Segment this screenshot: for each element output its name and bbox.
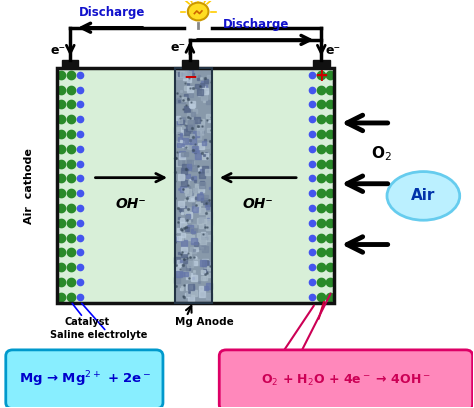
Text: Discharge: Discharge xyxy=(222,18,289,31)
Text: Air: Air xyxy=(411,188,436,204)
Text: +: + xyxy=(314,67,328,84)
Text: e⁻: e⁻ xyxy=(51,44,66,57)
Text: O$_2$ + H$_2$O + 4e$^-$ → 4OH$^-$: O$_2$ + H$_2$O + 4e$^-$ → 4OH$^-$ xyxy=(261,373,431,388)
Text: Discharge: Discharge xyxy=(79,6,146,19)
Text: O$_2$: O$_2$ xyxy=(371,144,392,163)
Text: e⁻: e⁻ xyxy=(171,42,186,55)
Bar xyxy=(57,68,334,303)
Text: OH⁻: OH⁻ xyxy=(243,197,273,211)
Bar xyxy=(62,60,79,68)
Text: Air  cathode: Air cathode xyxy=(24,148,34,224)
FancyBboxPatch shape xyxy=(219,350,473,408)
Circle shape xyxy=(188,2,209,20)
Bar xyxy=(175,68,212,303)
Text: Saline electrolyte: Saline electrolyte xyxy=(50,330,148,339)
Text: −: − xyxy=(183,67,197,84)
Text: Catalyst: Catalyst xyxy=(64,317,109,328)
Ellipse shape xyxy=(387,172,460,220)
Bar xyxy=(182,60,198,68)
Text: OH⁻: OH⁻ xyxy=(116,197,146,211)
Bar xyxy=(175,68,212,303)
Bar xyxy=(57,68,334,303)
FancyBboxPatch shape xyxy=(6,350,163,408)
Bar xyxy=(313,60,329,68)
Text: Mg Anode: Mg Anode xyxy=(175,317,233,328)
Text: Mg → Mg$^{2+}$ + 2e$^-$: Mg → Mg$^{2+}$ + 2e$^-$ xyxy=(19,369,152,389)
Text: e⁻: e⁻ xyxy=(326,44,341,57)
